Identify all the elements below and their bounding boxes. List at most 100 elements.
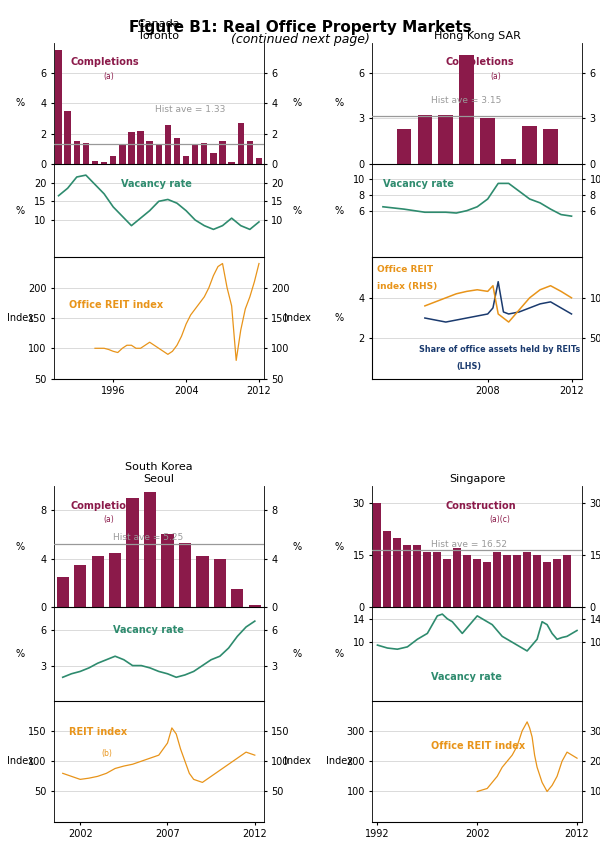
Text: Hist ave = 16.52: Hist ave = 16.52 — [431, 539, 507, 549]
Text: (a)(c): (a)(c) — [490, 515, 511, 524]
Text: Index: Index — [7, 313, 34, 323]
Text: Completions: Completions — [71, 57, 139, 68]
Text: %: % — [16, 649, 25, 659]
Text: Office REIT index: Office REIT index — [431, 741, 525, 751]
Text: %: % — [334, 205, 344, 216]
Bar — [231, 589, 244, 607]
Title: Hong Kong SAR: Hong Kong SAR — [434, 31, 521, 40]
Bar — [74, 565, 86, 607]
Text: Index: Index — [7, 756, 34, 766]
Text: Vacancy rate: Vacancy rate — [383, 179, 454, 189]
Text: Hist ave = 3.15: Hist ave = 3.15 — [431, 97, 502, 105]
Bar — [109, 553, 121, 607]
Bar — [92, 161, 98, 163]
Text: index (RHS): index (RHS) — [377, 282, 437, 291]
Bar — [210, 153, 217, 163]
Bar — [443, 559, 451, 607]
Bar — [196, 556, 209, 607]
Bar — [543, 129, 558, 163]
Bar — [256, 158, 262, 163]
Text: Hist ave = 5.25: Hist ave = 5.25 — [113, 533, 183, 543]
Text: Completions: Completions — [446, 57, 514, 68]
Bar — [238, 123, 244, 163]
Bar — [522, 126, 537, 163]
Bar — [92, 556, 104, 607]
Text: %: % — [16, 205, 25, 216]
Text: Vacancy rate: Vacancy rate — [121, 179, 192, 189]
Text: %: % — [334, 649, 344, 659]
Title: Canada
Toronto: Canada Toronto — [137, 19, 180, 40]
Bar — [502, 159, 516, 163]
Text: Construction: Construction — [446, 501, 517, 510]
Bar — [220, 141, 226, 163]
Bar — [553, 559, 561, 607]
Bar — [161, 534, 173, 607]
Bar — [110, 157, 116, 163]
Text: %: % — [292, 649, 302, 659]
Bar — [439, 116, 453, 163]
Text: %: % — [334, 313, 344, 323]
Bar — [483, 562, 491, 607]
Title: South Korea
Seoul: South Korea Seoul — [125, 462, 193, 484]
Bar — [503, 556, 511, 607]
Bar — [533, 556, 541, 607]
Bar — [83, 143, 89, 163]
Bar — [247, 141, 253, 163]
Text: %: % — [334, 542, 344, 551]
Bar — [460, 55, 474, 163]
Text: Office REIT index: Office REIT index — [68, 300, 163, 311]
Text: Index: Index — [284, 756, 310, 766]
Bar — [74, 141, 80, 163]
Bar — [55, 51, 62, 163]
Bar — [563, 556, 571, 607]
Bar — [179, 543, 191, 607]
Text: %: % — [16, 98, 25, 109]
Bar — [174, 138, 180, 163]
Text: (a): (a) — [103, 515, 114, 524]
Text: Index: Index — [284, 313, 310, 323]
Bar — [543, 562, 551, 607]
Bar — [523, 552, 531, 607]
Bar — [137, 131, 144, 163]
Text: %: % — [334, 98, 344, 109]
Text: Hist ave = 1.33: Hist ave = 1.33 — [155, 104, 225, 114]
Bar — [481, 118, 495, 163]
Bar — [64, 111, 71, 163]
Bar — [418, 116, 432, 163]
Bar — [433, 552, 442, 607]
Bar — [493, 552, 501, 607]
Text: Share of office assets held by REITs: Share of office assets held by REITs — [419, 345, 580, 354]
Bar — [453, 549, 461, 607]
Bar — [383, 531, 391, 607]
Text: (b): (b) — [101, 749, 112, 758]
Text: %: % — [292, 542, 302, 551]
Bar — [56, 577, 69, 607]
Bar — [463, 556, 471, 607]
Bar — [183, 157, 189, 163]
Bar — [413, 544, 421, 607]
Bar — [127, 498, 139, 607]
Text: Office REIT: Office REIT — [377, 265, 433, 274]
Bar — [164, 124, 171, 163]
Bar — [397, 129, 411, 163]
Bar — [146, 141, 153, 163]
Text: Figure B1: Real Office Property Markets: Figure B1: Real Office Property Markets — [128, 20, 472, 35]
Bar — [373, 503, 382, 607]
Text: Index: Index — [326, 756, 352, 766]
Bar — [513, 556, 521, 607]
Bar — [424, 552, 431, 607]
Bar — [248, 604, 261, 607]
Bar — [155, 144, 162, 163]
Bar — [192, 144, 199, 163]
Text: REIT index: REIT index — [68, 727, 127, 736]
Text: Vacancy rate: Vacancy rate — [431, 672, 502, 682]
Bar — [394, 538, 401, 607]
Text: %: % — [16, 542, 25, 551]
Bar — [144, 492, 156, 607]
Bar — [201, 143, 208, 163]
Text: (a): (a) — [103, 72, 114, 80]
Title: Singapore: Singapore — [449, 474, 505, 484]
Bar — [473, 559, 481, 607]
Bar — [214, 559, 226, 607]
Bar — [119, 144, 125, 163]
